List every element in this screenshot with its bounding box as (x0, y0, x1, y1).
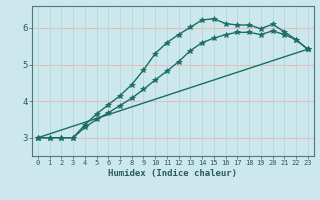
X-axis label: Humidex (Indice chaleur): Humidex (Indice chaleur) (108, 169, 237, 178)
